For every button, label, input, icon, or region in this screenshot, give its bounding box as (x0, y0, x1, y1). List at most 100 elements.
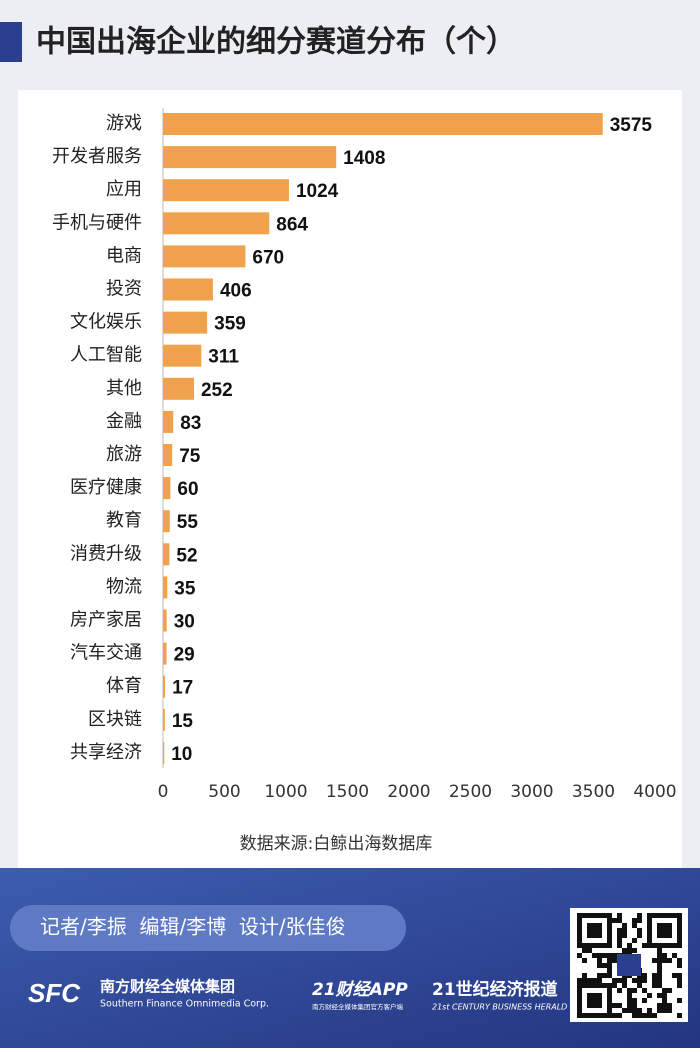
x-tick-label: 3000 (510, 782, 553, 802)
qr-module (607, 943, 612, 948)
qr-module (577, 978, 582, 983)
qr-module (637, 913, 642, 918)
qr-module (632, 998, 637, 1003)
qr-module (592, 1013, 597, 1018)
qr-module (637, 918, 642, 923)
qr-module (677, 963, 682, 968)
value-label: 60 (177, 479, 198, 500)
qr-module (647, 928, 652, 933)
qr-module (672, 943, 677, 948)
qr-module (597, 978, 602, 983)
value-label: 30 (174, 612, 195, 633)
qr-module (587, 1013, 592, 1018)
category-label: 金融 (106, 411, 142, 432)
qr-module (657, 1008, 662, 1013)
bar (163, 708, 165, 731)
qr-module (607, 998, 612, 1003)
bar (163, 576, 168, 599)
qr-module (607, 988, 612, 993)
value-label: 1408 (343, 148, 385, 169)
qr-module (632, 1013, 637, 1018)
qr-module (582, 978, 587, 983)
qr-module (622, 933, 627, 938)
bar (163, 245, 246, 268)
qr-module (587, 983, 592, 988)
qr-module (642, 988, 647, 993)
bar (163, 311, 208, 334)
qr-module (632, 1003, 637, 1008)
qr-module (677, 923, 682, 928)
qr-module (672, 953, 677, 958)
category-label: 游戏 (106, 113, 142, 134)
qr-module (587, 943, 592, 948)
category-label: 物流 (106, 576, 142, 597)
value-label: 3575 (610, 115, 653, 136)
value-label: 55 (177, 512, 199, 533)
qr-module (667, 943, 672, 948)
qr-module (652, 958, 657, 963)
qr-module (652, 973, 657, 978)
qr-module (597, 1013, 602, 1018)
qr-module (592, 928, 597, 933)
qr-module (582, 1013, 587, 1018)
qr-module (652, 1013, 657, 1018)
brand3: 21世纪经济报道 (432, 979, 558, 1000)
qr-module (677, 933, 682, 938)
category-label: 教育 (106, 510, 142, 531)
qr-module (607, 983, 612, 988)
qr-module (587, 998, 592, 1003)
qr-module (597, 973, 602, 978)
qr-module (592, 1003, 597, 1008)
qr-module (592, 978, 597, 983)
qr-module (612, 953, 617, 958)
qr-module (607, 933, 612, 938)
qr-module (632, 1008, 637, 1013)
qr-module (597, 998, 602, 1003)
value-label: 52 (176, 545, 197, 566)
bar (163, 146, 337, 169)
bar (163, 642, 167, 665)
x-tick-label: 2000 (387, 782, 430, 802)
qr-module (652, 913, 657, 918)
qr-module (647, 938, 652, 943)
qr-module (607, 953, 612, 958)
qr-module (662, 958, 667, 963)
qr-module (657, 933, 662, 938)
qr-module (607, 1013, 612, 1018)
qr-module (677, 1013, 682, 1018)
qr-module (577, 928, 582, 933)
qr-module (647, 913, 652, 918)
qr-module (592, 953, 597, 958)
qr-module (582, 958, 587, 963)
value-label: 83 (180, 413, 201, 434)
bar (163, 477, 171, 500)
qr-module (677, 958, 682, 963)
value-label: 864 (276, 214, 308, 235)
qr-module (637, 928, 642, 933)
qr-module (612, 958, 617, 963)
qr-module (622, 928, 627, 933)
x-tick-label: 3500 (572, 782, 615, 802)
qr-module (617, 988, 622, 993)
qr-module (602, 943, 607, 948)
x-tick-label: 4000 (633, 782, 676, 802)
qr-module (577, 1013, 582, 1018)
category-label: 电商 (106, 245, 142, 266)
qr-module (647, 923, 652, 928)
qr-module (657, 923, 662, 928)
category-label: 应用 (106, 179, 142, 200)
qr-module (662, 1008, 667, 1013)
category-label: 医疗健康 (70, 477, 142, 498)
qr-module (662, 923, 667, 928)
value-label: 75 (179, 446, 201, 467)
brand2-sub: 南方财经全媒体集团官方客户端 (312, 1002, 404, 1011)
qr-module (587, 913, 592, 918)
qr-module (617, 933, 622, 938)
qr-module (677, 928, 682, 933)
x-tick-label: 1000 (264, 782, 307, 802)
qr-module (577, 1003, 582, 1008)
qr-module (597, 923, 602, 928)
qr-module (637, 1008, 642, 1013)
value-label: 406 (220, 281, 252, 302)
qr-module (617, 918, 622, 923)
